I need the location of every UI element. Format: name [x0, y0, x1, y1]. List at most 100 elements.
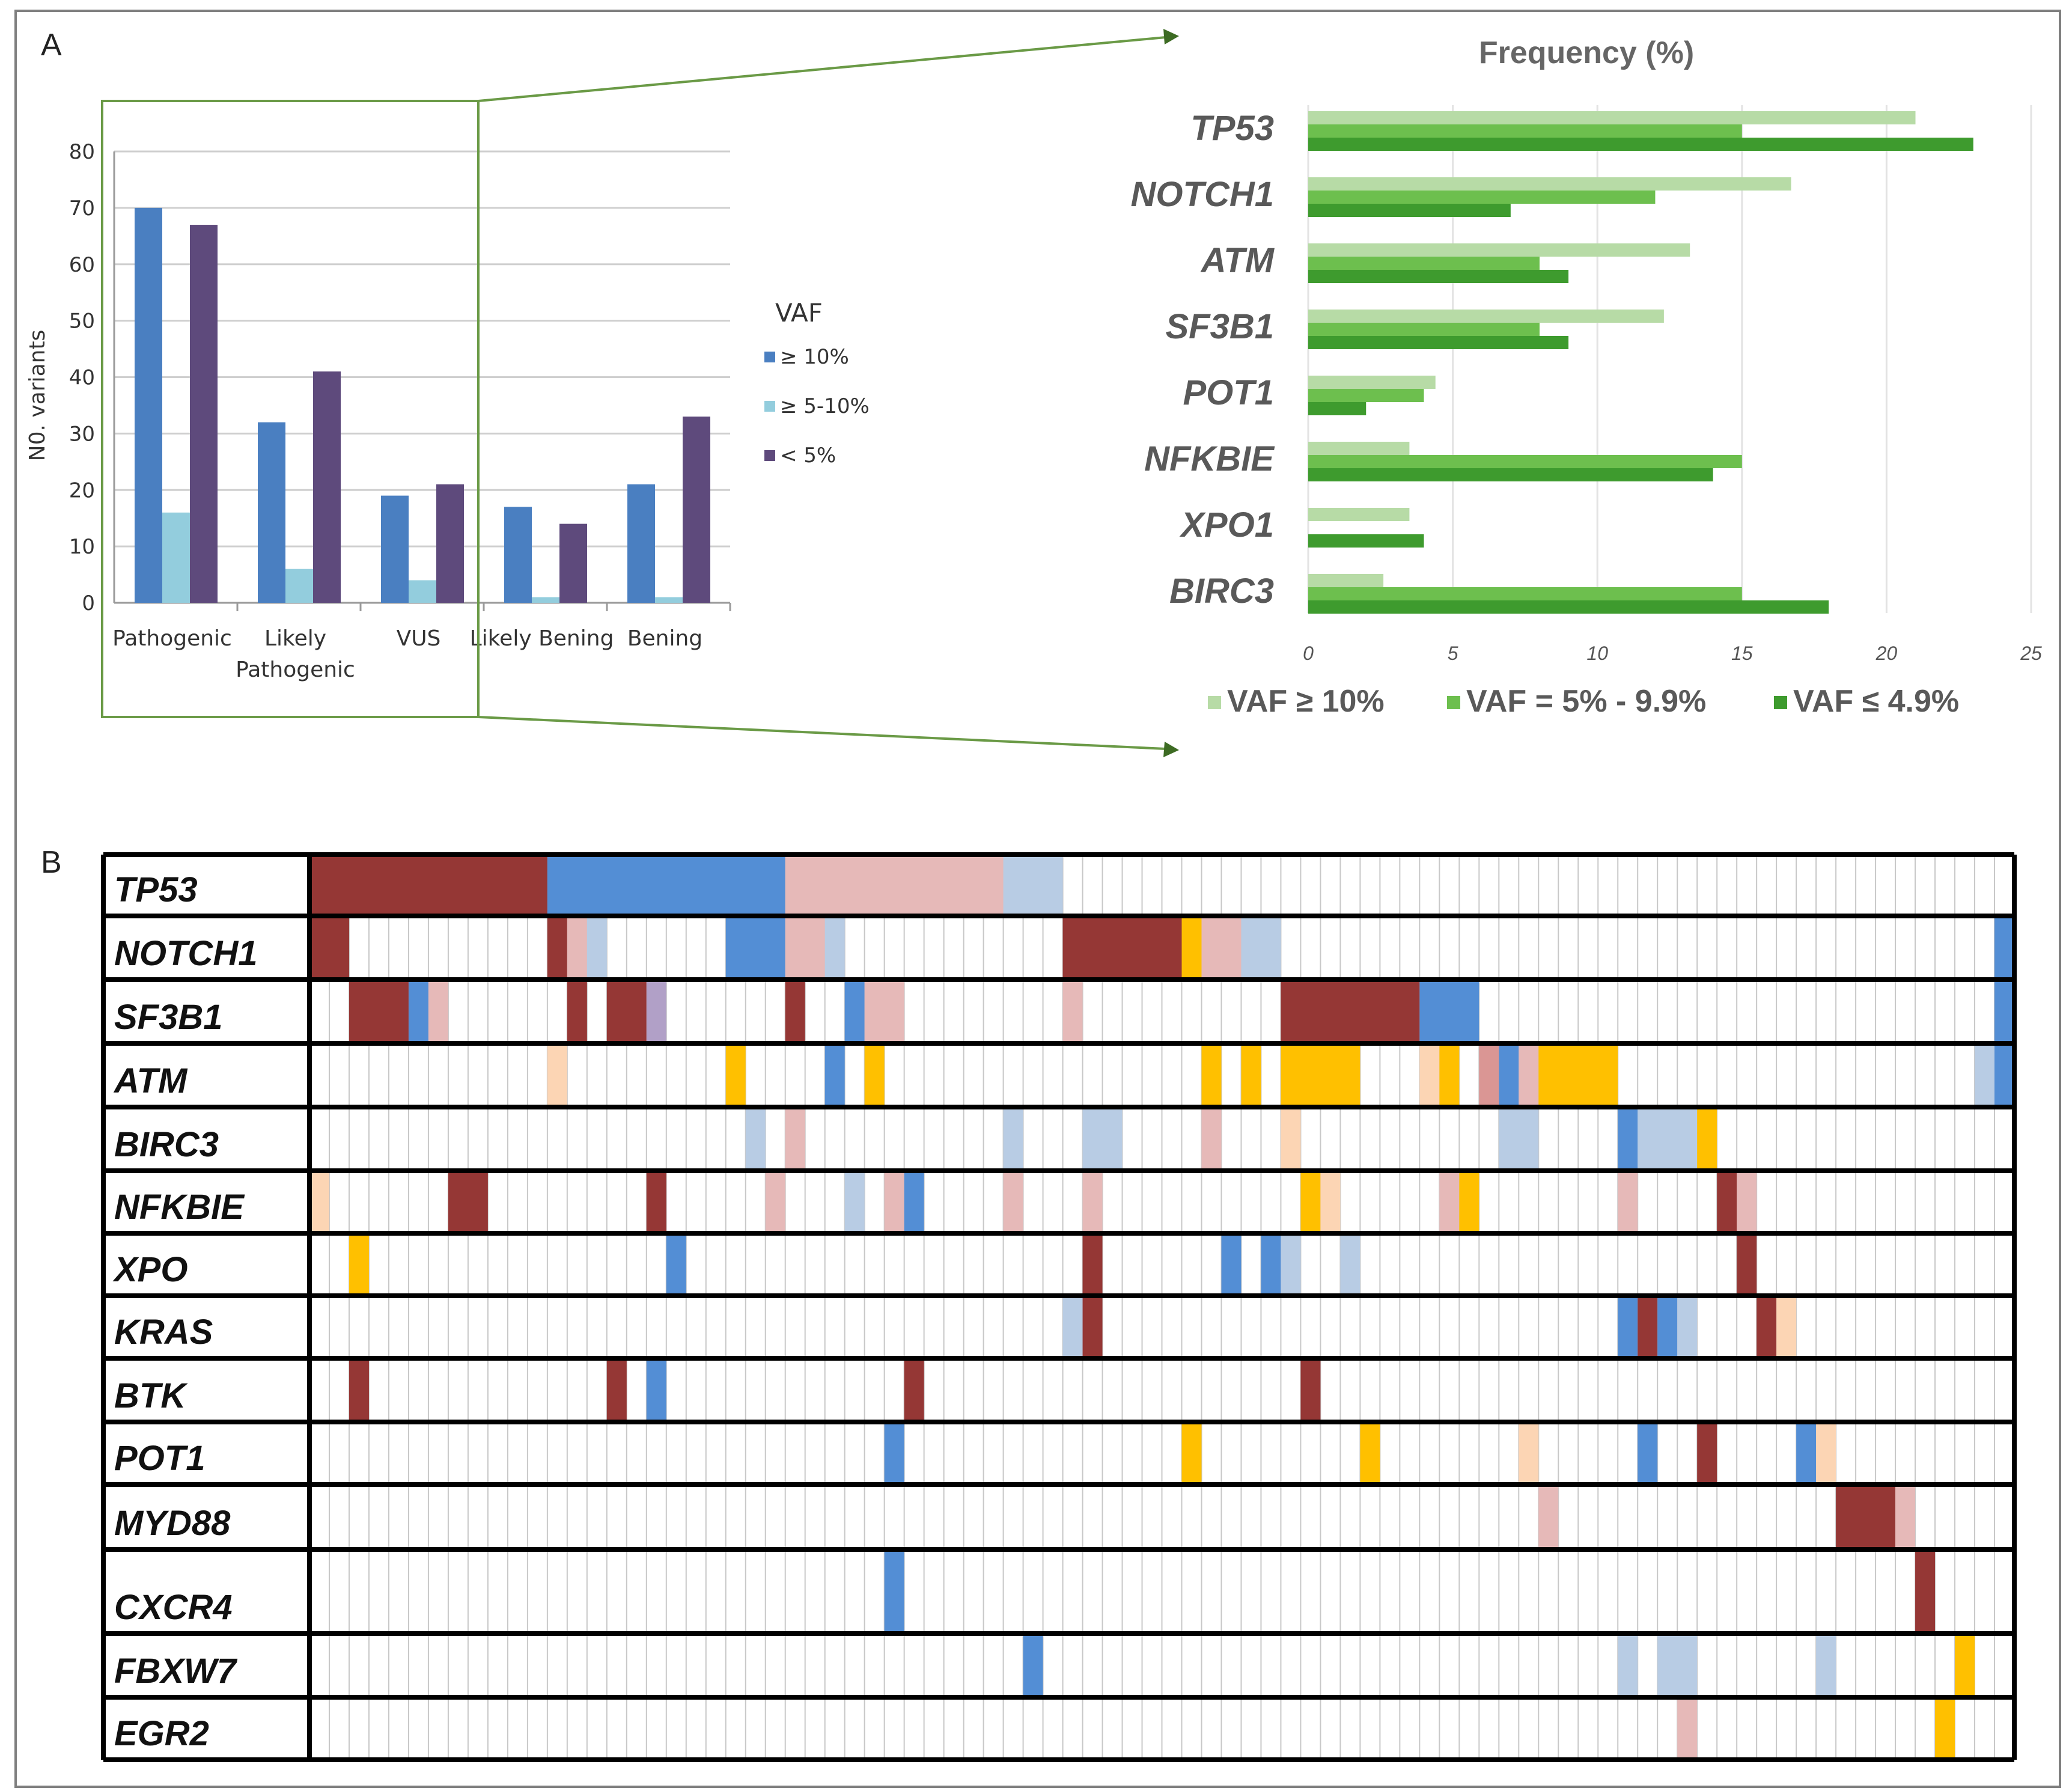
- legend-label: VAF ≤ 4.9%: [1793, 684, 1959, 719]
- mutation-cell-XPO: [349, 1235, 369, 1294]
- y-tick-label: 30: [69, 422, 95, 446]
- legend-items: ≥ 10% ≥ 5-10% < 5%: [764, 345, 870, 468]
- mutation-cell-POT1: [1697, 1424, 1717, 1483]
- bar-1-4: [655, 597, 683, 603]
- x-tick-label: 0: [1303, 642, 1314, 664]
- bar-2-0: [190, 225, 218, 603]
- x-tick-label: 5: [1448, 642, 1458, 664]
- variant-classification-chart: N0. variants 0 10 20 30 40 50 60 70 80 Pathogeni…: [25, 140, 870, 682]
- mutation-cell-NFKBIE: [448, 1173, 488, 1231]
- y-axis-label: N0. variants: [25, 330, 50, 462]
- mutation-cell-BIRC3: [1638, 1109, 1698, 1169]
- mutation-cell-XPO: [1261, 1235, 1281, 1294]
- mutation-cell-EGR2: [1677, 1699, 1698, 1758]
- legend-label: VAF = 5% - 9.9%: [1466, 684, 1706, 719]
- legend-label: ≥ 5-10%: [780, 394, 870, 418]
- bar-1-5: [1308, 455, 1742, 468]
- gene-label: NOTCH1: [1131, 175, 1274, 214]
- mutation-cell-KRAS: [1082, 1298, 1103, 1356]
- gene-labels: TP53 NOTCH1 ATM SF3B1 POT1 NFKBIE XPO1 BIRC3: [1131, 109, 1276, 611]
- mutation-cell-NFKBIE: [1459, 1173, 1479, 1231]
- bar-2-2: [436, 484, 464, 603]
- mutation-cell-SF3B1: [606, 981, 647, 1042]
- mutation-cell-NFKBIE: [1737, 1173, 1757, 1231]
- bar-2-4: [1308, 402, 1367, 415]
- gene-label: XPO1: [1179, 505, 1274, 545]
- mutation-oncoprint: TP53 NOTCH1 SF3B1 ATM BIRC3 NFKBIE XPO KRAS BTK P…: [101, 852, 2017, 1762]
- bars: [1308, 111, 1973, 614]
- mutation-cell-ATM: [864, 1045, 885, 1105]
- bar-0-0: [135, 207, 162, 603]
- mutation-cell-TP53: [1003, 856, 1063, 914]
- mutation-cell-SF3B1: [1994, 981, 2014, 1042]
- mutation-cell-MYD88: [1836, 1486, 1896, 1548]
- mutation-cell-NOTCH1: [785, 918, 825, 978]
- x-gridlines: [1307, 105, 2032, 613]
- mutation-cell-SF3B1: [1281, 981, 1420, 1042]
- mutation-cell-KRAS: [1062, 1298, 1083, 1356]
- legend-swatch: [1774, 696, 1787, 709]
- mutation-cell-MYD88: [1895, 1486, 1916, 1548]
- mutation-cell-POT1: [884, 1424, 904, 1483]
- gene-label: TP53: [1190, 109, 1274, 148]
- mutation-cell-XPO: [1340, 1235, 1361, 1294]
- bar-2-5: [1308, 468, 1713, 481]
- mutation-cell-FBXW7: [1955, 1635, 1975, 1695]
- mutation-cell-ATM: [725, 1045, 746, 1105]
- mutation-cell-KRAS: [1618, 1298, 1638, 1356]
- bar-0-5: [1308, 442, 1410, 455]
- legend-swatch: [1208, 696, 1221, 709]
- gene-label: POT1: [1183, 373, 1275, 412]
- mutation-cell-ATM: [1281, 1045, 1361, 1105]
- bar-0-2: [1308, 243, 1690, 257]
- legend-swatch: [764, 450, 775, 461]
- gene-label: SF3B1: [114, 998, 223, 1037]
- bar-1-2: [1308, 257, 1540, 270]
- x-tick-label: Likely Bening: [470, 626, 614, 651]
- mutation-cell-SF3B1: [428, 981, 448, 1042]
- zoom-arrowhead-top: [1163, 29, 1179, 44]
- mutation-cell-KRAS: [1776, 1298, 1797, 1356]
- mutation-cell-TP53: [309, 856, 547, 914]
- bar-0-4: [627, 484, 655, 603]
- mutation-cell-NOTCH1: [725, 918, 785, 978]
- x-tick-label: 10: [1586, 642, 1608, 664]
- zoom-arrowhead-bottom: [1163, 742, 1179, 757]
- bar-2-1: [313, 371, 341, 603]
- bar-0-2: [381, 495, 409, 603]
- frequency-legend: VAF ≥ 10% VAF = 5% - 9.9% VAF ≤ 4.9%: [1208, 684, 1959, 719]
- y-tick-label: 10: [69, 535, 95, 559]
- mutation-cell-KRAS: [1638, 1298, 1658, 1356]
- mutation-cell-BIRC3: [785, 1109, 805, 1169]
- mutation-cell-ATM: [1241, 1045, 1261, 1105]
- legend-label: ≥ 10%: [780, 345, 849, 369]
- mutation-cell-BIRC3: [1003, 1109, 1023, 1169]
- gene-frequency-chart: Frequency (%) 0 5 10 15 20 25 TP53 NOTCH1 ATM SF…: [1131, 35, 2042, 719]
- x-tick-label: 20: [1875, 642, 1898, 664]
- bar-1-3: [1308, 323, 1540, 336]
- gene-label: NOTCH1: [114, 934, 257, 973]
- legend-swatch: [764, 401, 775, 412]
- x-tick-label: VUS: [397, 626, 441, 651]
- panel-label-a: A: [41, 28, 62, 63]
- mutation-cell-ATM: [1201, 1045, 1222, 1105]
- vaf-legend: VAF ≥ 10% ≥ 5-10% < 5%: [764, 298, 870, 468]
- mutation-cell-NFKBIE: [1717, 1173, 1737, 1231]
- mutation-cell-SF3B1: [567, 981, 587, 1042]
- mutation-cell-ATM: [547, 1045, 567, 1105]
- x-tick-label: Likely: [264, 626, 326, 651]
- mutation-cell-ATM: [1479, 1045, 1499, 1105]
- x-tick-label: Pathogenic: [112, 626, 232, 651]
- mutation-cell-ATM: [1439, 1045, 1460, 1105]
- gene-label: BIRC3: [1169, 572, 1274, 611]
- mutation-cell-SF3B1: [864, 981, 904, 1042]
- bar-0-7: [1308, 574, 1384, 587]
- bar-2-3: [1308, 336, 1569, 349]
- mutation-cell-NFKBIE: [1618, 1173, 1638, 1231]
- legend-label: < 5%: [780, 444, 836, 468]
- mutation-cell-CXCR4: [1915, 1551, 1936, 1632]
- mutation-cell-BTK: [1300, 1360, 1321, 1420]
- x-tick-label: 25: [2020, 642, 2042, 664]
- legend-label: VAF ≥ 10%: [1227, 684, 1385, 719]
- gene-label: KRAS: [114, 1313, 213, 1352]
